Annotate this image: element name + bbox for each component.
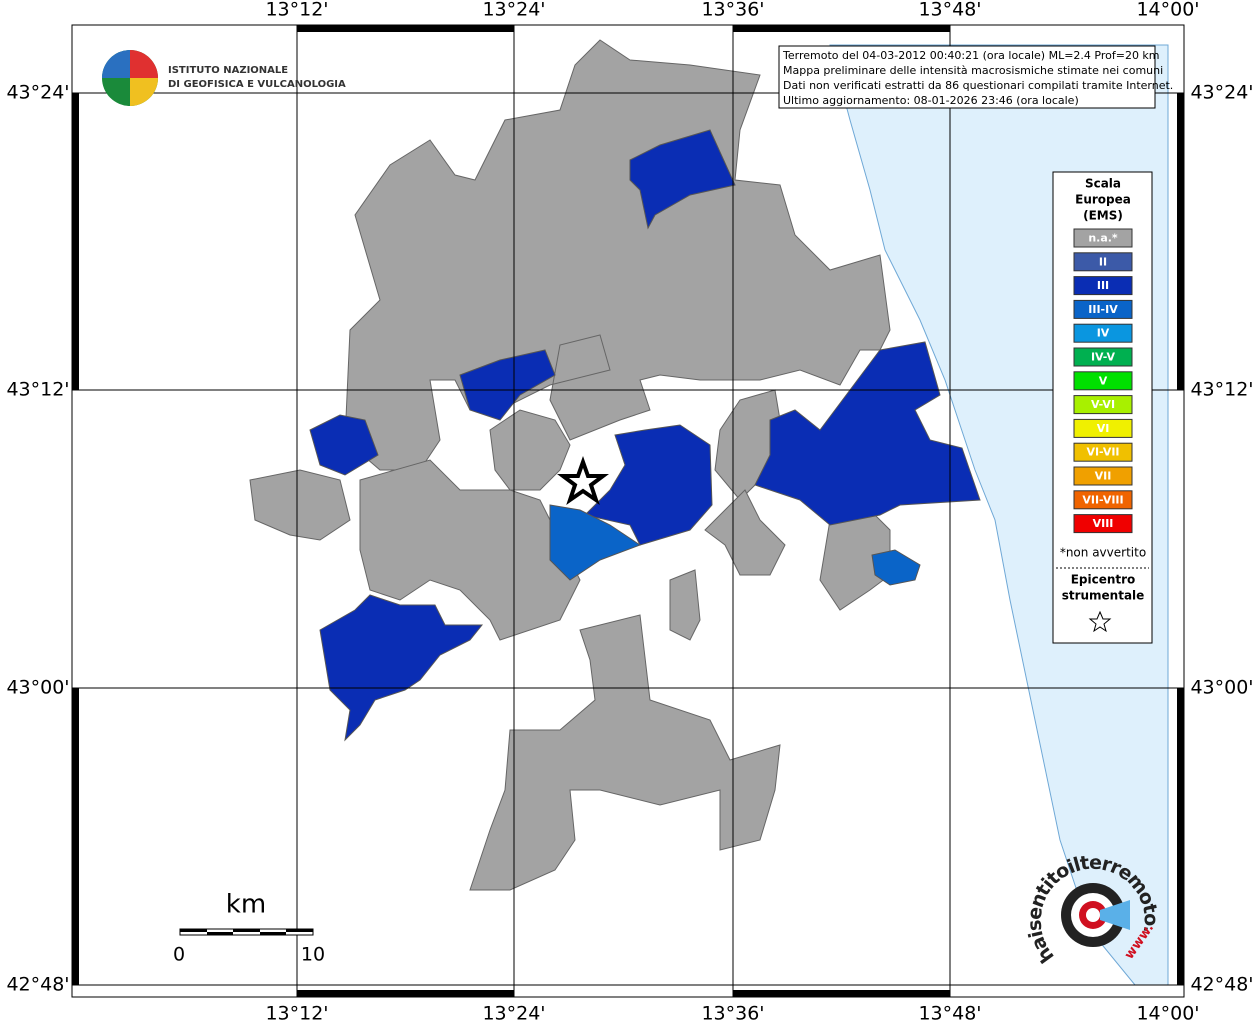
scale-unit: km — [226, 890, 266, 920]
info-line: Ultimo aggiornamento: 08-01-2026 23:46 (… — [783, 94, 1079, 107]
legend-label: IV-V — [1091, 351, 1116, 364]
legend-swatch — [1073, 490, 1133, 510]
legend-label: VI — [1097, 422, 1110, 435]
frame-bars — [72, 25, 1184, 997]
info-line: Dati non verificati estratti da 86 quest… — [783, 79, 1173, 92]
legend-star — [1088, 610, 1112, 633]
legend-swatch — [1073, 347, 1133, 367]
legend-label: IV — [1097, 327, 1110, 340]
lon-label: 13°48' — [918, 0, 981, 21]
legend-title: (EMS) — [1083, 209, 1123, 223]
legend-label: VIII — [1093, 517, 1114, 530]
info-box — [778, 45, 1156, 109]
lon-label: 13°24' — [482, 0, 545, 21]
legend-swatch — [1073, 442, 1133, 462]
legend-title: Europea — [1075, 193, 1131, 207]
info-line: Terremoto del 04-03-2012 00:40:21 (ora l… — [782, 49, 1160, 62]
legend-epicenter: Epicentro — [1071, 573, 1136, 587]
lat-label: 43°12' — [1190, 379, 1253, 401]
legend-swatch — [1073, 514, 1133, 534]
legend-swatch — [1073, 466, 1133, 486]
lat-label: 43°24' — [1190, 82, 1253, 104]
lon-label: 13°24' — [482, 1003, 545, 1024]
area-blue — [319, 594, 484, 742]
area-blue — [309, 414, 379, 476]
area-gray — [669, 569, 701, 641]
legend-epicenter: strumentale — [1062, 589, 1145, 603]
area-blue — [754, 341, 981, 526]
area-gray — [469, 614, 781, 891]
area-gray — [704, 489, 786, 576]
legend-swatch — [1073, 395, 1133, 415]
area-gray — [489, 409, 571, 491]
legend-label: V — [1099, 374, 1108, 387]
area-blue — [459, 349, 556, 421]
legend-swatch — [1073, 299, 1133, 319]
logo-text: ISTITUTO NAZIONALE — [168, 65, 288, 76]
lon-label: 13°12' — [265, 1003, 328, 1024]
lon-label: 13°48' — [918, 1003, 981, 1024]
legend-note: *non avvertito — [1060, 546, 1146, 560]
area-gray — [359, 459, 581, 641]
legend-label: VII — [1095, 470, 1112, 483]
scale-label: 0 — [173, 944, 185, 966]
area-light-blue — [549, 504, 642, 581]
lon-label: 13°36' — [701, 1003, 764, 1024]
legend-label: III-IV — [1088, 303, 1118, 316]
legend-swatch — [1073, 228, 1133, 248]
legend-swatch — [1073, 323, 1133, 343]
legend-label: VI-VII — [1086, 446, 1119, 459]
lon-label: 14°00' — [1136, 1003, 1199, 1024]
legend: ScalaEuropea(EMS)n.a.*IIIIIIII-IVIVIV-VV… — [1073, 177, 1133, 534]
legend-label: n.a.* — [1088, 232, 1118, 245]
legend-swatch — [1073, 371, 1133, 391]
area-blue — [584, 424, 713, 546]
scale-bar: km 0 10 — [173, 890, 325, 966]
legend-label: II — [1099, 255, 1107, 268]
epicenter-star — [557, 456, 609, 506]
area-gray — [249, 469, 351, 541]
legend-swatch — [1073, 276, 1133, 296]
legend-label: V-VI — [1091, 398, 1115, 411]
ingv-logo: ISTITUTO NAZIONALE DI GEOFISICA E VULCAN… — [102, 50, 346, 106]
axis-labels: 13°12' 13°12' 13°24' 13°24' 13°36' 13°36' 13°4… — [6, 0, 1253, 1024]
lon-label: 13°36' — [701, 0, 764, 21]
lat-label: 43°24' — [6, 82, 69, 104]
info-line: Mappa preliminare delle intensità macros… — [783, 64, 1163, 77]
info-text: Terremoto del 04-03-2012 00:40:21 (ora l… — [782, 49, 1173, 107]
lat-label: 42°48' — [6, 974, 69, 996]
scale-label: 10 — [301, 944, 325, 966]
lat-label: 43°12' — [6, 379, 69, 401]
legend-swatch — [1073, 252, 1133, 272]
area-light-blue — [871, 549, 921, 586]
municipalities — [249, 39, 981, 891]
area-blue — [629, 129, 736, 230]
lon-label: 14°00' — [1136, 0, 1199, 21]
legend-swatch — [1073, 418, 1133, 438]
lon-label: 13°12' — [265, 0, 328, 21]
area-gray — [344, 39, 891, 471]
legend-label: III — [1097, 279, 1109, 292]
lat-label: 42°48' — [1190, 974, 1253, 996]
lat-label: 43°00' — [1190, 677, 1253, 699]
legend-label: VII-VIII — [1082, 493, 1123, 506]
logo-text: DI GEOFISICA E VULCANOLOGIA — [168, 79, 346, 90]
graticule — [72, 25, 1184, 997]
lat-label: 43°00' — [6, 677, 69, 699]
legend-title: Scala — [1085, 177, 1121, 191]
